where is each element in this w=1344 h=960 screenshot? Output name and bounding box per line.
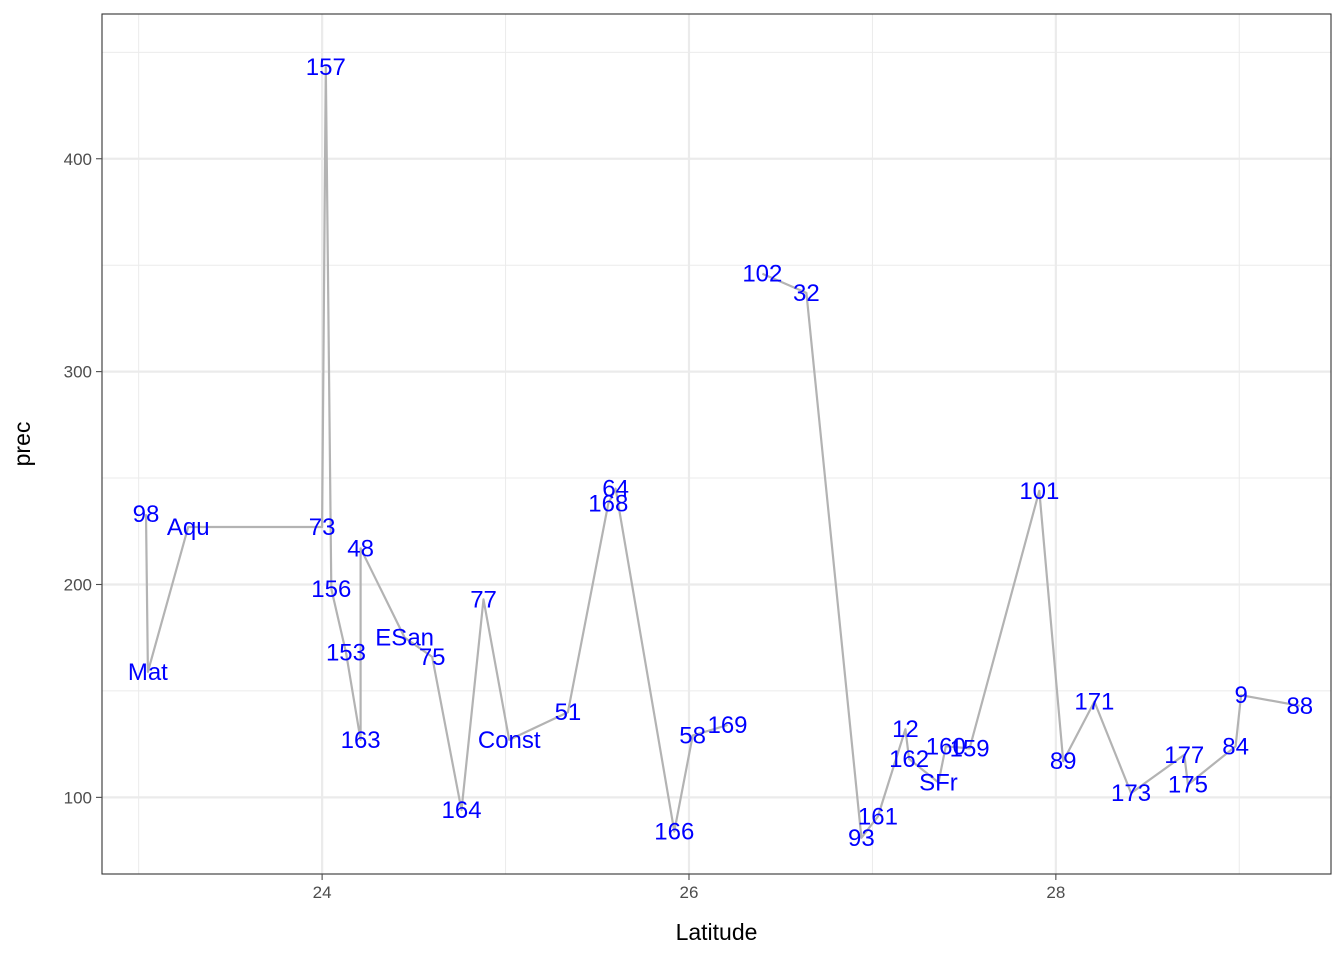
y-tick-label: 400: [64, 150, 92, 169]
point-label: 93: [848, 825, 875, 852]
series-lines: [144, 66, 1300, 839]
y-tick-label: 100: [64, 788, 92, 807]
point-label: 32: [793, 280, 820, 307]
point-label: 101: [1019, 478, 1059, 505]
point-label: 168: [588, 491, 628, 518]
point-label: 48: [347, 535, 374, 562]
point-label: 9: [1234, 682, 1247, 709]
point-label: 153: [326, 640, 366, 667]
point-label: 159: [950, 735, 990, 762]
series-line-segment-2: [761, 272, 1300, 839]
point-label: Mat: [128, 659, 168, 686]
point-label: 164: [442, 797, 482, 824]
point-label: 156: [311, 576, 351, 603]
point-label: Aqu: [167, 514, 210, 541]
point-label: 73: [309, 514, 336, 541]
point-label: 163: [341, 727, 381, 754]
point-label: 12: [892, 716, 919, 743]
point-label: 89: [1050, 748, 1077, 775]
y-tick-label: 300: [64, 363, 92, 382]
point-label: 64: [602, 476, 629, 503]
point-label: 75: [419, 644, 446, 671]
x-tick-label: 28: [1046, 883, 1065, 902]
point-label: 84: [1222, 733, 1249, 760]
point-label: 58: [679, 723, 706, 750]
y-tick-label: 200: [64, 575, 92, 594]
panel-border: [101, 13, 1332, 875]
point-label: 157: [306, 54, 346, 81]
point-label: SFr: [919, 769, 958, 796]
y-axis-title: prec: [9, 422, 35, 467]
point-label: Const: [478, 727, 541, 754]
y-axis: 100 200 300 400: [64, 150, 102, 807]
point-label: 162: [889, 746, 929, 773]
point-label: 98: [133, 501, 160, 528]
point-label: 171: [1074, 689, 1114, 716]
minor-gridlines: [102, 14, 1331, 874]
point-label: 175: [1168, 772, 1208, 799]
point-label: 160: [926, 733, 966, 760]
point-label: ESan: [375, 625, 434, 652]
point-label: 161: [858, 804, 898, 831]
point-label: 166: [654, 818, 694, 845]
x-tick-label: 24: [313, 883, 332, 902]
point-label: 169: [707, 712, 747, 739]
point-label: 102: [742, 261, 782, 288]
major-gridlines: [102, 14, 1331, 874]
point-label: 173: [1111, 780, 1151, 807]
x-tick-label: 26: [680, 883, 699, 902]
point-label: 51: [555, 699, 582, 726]
point-label: 177: [1164, 742, 1204, 769]
point-label: 88: [1286, 693, 1313, 720]
x-axis: 24 26 28: [313, 874, 1065, 902]
series-line-segment-1: [144, 66, 728, 833]
x-axis-title: Latitude: [676, 919, 758, 945]
point-label: 77: [470, 586, 497, 613]
